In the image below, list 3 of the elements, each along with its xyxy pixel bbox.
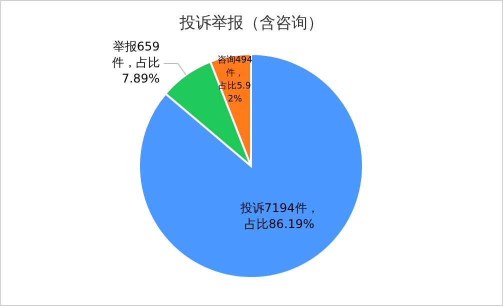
- slice-label: 举报659件，占比7.89%: [112, 40, 160, 86]
- chart-title: 投诉举报（含咨询）: [178, 13, 324, 32]
- slice-label: 投诉7194件，占比86.19%: [239, 201, 319, 232]
